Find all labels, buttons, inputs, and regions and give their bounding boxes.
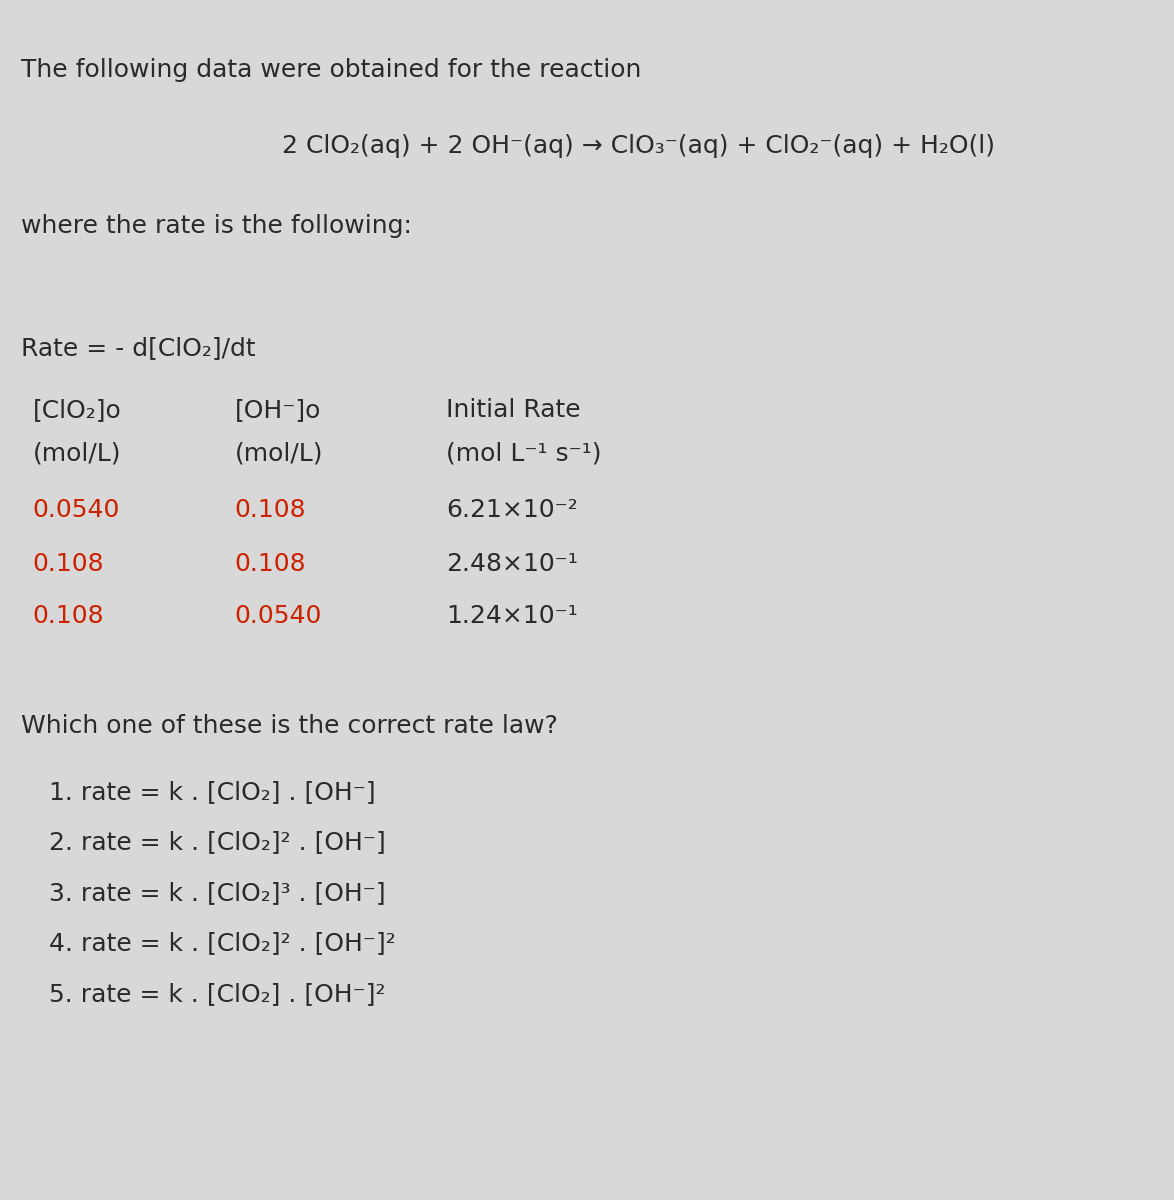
Text: Which one of these is the correct rate law?: Which one of these is the correct rate l… (21, 714, 558, 738)
Text: 1. rate = k . [ClO₂] . [OH⁻]: 1. rate = k . [ClO₂] . [OH⁻] (49, 780, 376, 804)
Text: 4. rate = k . [ClO₂]² . [OH⁻]²: 4. rate = k . [ClO₂]² . [OH⁻]² (49, 931, 396, 955)
Text: 0.0540: 0.0540 (235, 604, 322, 628)
Text: Initial Rate: Initial Rate (446, 398, 581, 422)
Text: 0.108: 0.108 (235, 498, 306, 522)
Text: Rate = - d[ClO₂]/dt: Rate = - d[ClO₂]/dt (21, 336, 256, 360)
Text: 0.108: 0.108 (235, 552, 306, 576)
Text: 5. rate = k . [ClO₂] . [OH⁻]²: 5. rate = k . [ClO₂] . [OH⁻]² (49, 982, 386, 1006)
Text: 6.21×10⁻²: 6.21×10⁻² (446, 498, 578, 522)
Text: 2. rate = k . [ClO₂]² . [OH⁻]: 2. rate = k . [ClO₂]² . [OH⁻] (49, 830, 386, 854)
Text: The following data were obtained for the reaction: The following data were obtained for the… (21, 58, 641, 82)
Text: 2.48×10⁻¹: 2.48×10⁻¹ (446, 552, 578, 576)
Text: 0.108: 0.108 (33, 604, 104, 628)
Text: where the rate is the following:: where the rate is the following: (21, 214, 412, 238)
Text: [OH⁻]o: [OH⁻]o (235, 398, 322, 422)
Text: [ClO₂]o: [ClO₂]o (33, 398, 122, 422)
Text: (mol/L): (mol/L) (33, 442, 121, 466)
Text: 0.108: 0.108 (33, 552, 104, 576)
Text: 2 ClO₂(aq) + 2 OH⁻(aq) → ClO₃⁻(aq) + ClO₂⁻(aq) + H₂O(l): 2 ClO₂(aq) + 2 OH⁻(aq) → ClO₃⁻(aq) + ClO… (282, 134, 994, 158)
Text: 3. rate = k . [ClO₂]³ . [OH⁻]: 3. rate = k . [ClO₂]³ . [OH⁻] (49, 881, 386, 905)
Text: 0.0540: 0.0540 (33, 498, 120, 522)
Text: 1.24×10⁻¹: 1.24×10⁻¹ (446, 604, 578, 628)
Text: (mol/L): (mol/L) (235, 442, 323, 466)
Text: (mol L⁻¹ s⁻¹): (mol L⁻¹ s⁻¹) (446, 442, 601, 466)
